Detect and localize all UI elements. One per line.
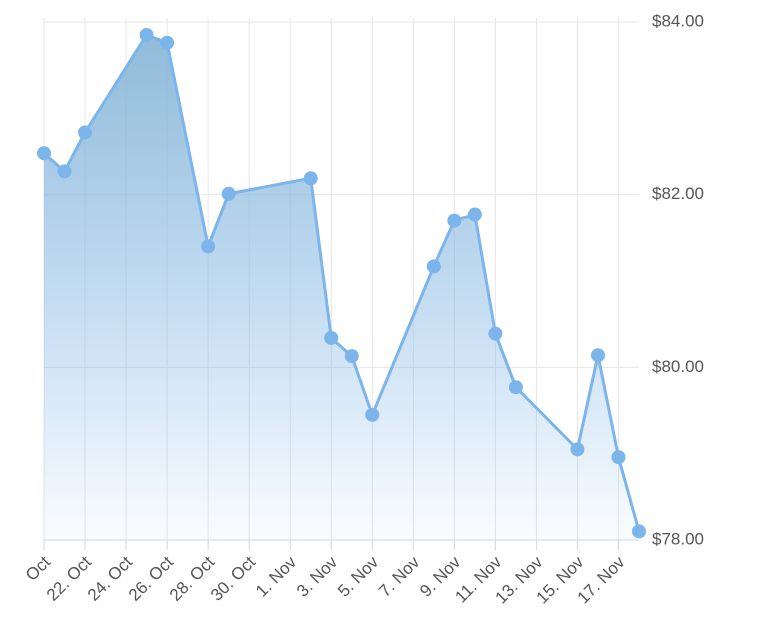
data-point xyxy=(508,380,523,395)
data-point xyxy=(570,442,585,457)
data-point xyxy=(160,35,175,50)
x-tick-label: 26. Oct xyxy=(125,552,177,604)
data-point xyxy=(447,213,462,228)
y-tick-label: $78.00 xyxy=(652,529,704,548)
data-point xyxy=(467,207,482,222)
data-point xyxy=(488,326,503,341)
data-point xyxy=(57,164,72,179)
x-tick-label: Oct xyxy=(22,552,54,584)
data-point xyxy=(632,524,646,539)
y-tick-label: $80.00 xyxy=(652,357,704,376)
y-tick-label: $82.00 xyxy=(652,184,704,203)
x-tick-label: 3. Nov xyxy=(293,552,342,601)
data-point xyxy=(37,146,51,161)
data-point xyxy=(344,349,359,364)
x-tick-label: 24. Oct xyxy=(84,552,136,604)
x-tick-label: 22. Oct xyxy=(43,552,95,604)
x-tick-label: 7. Nov xyxy=(375,552,424,601)
data-point xyxy=(78,125,93,140)
x-tick-label: 1. Nov xyxy=(252,552,301,601)
data-point xyxy=(303,171,318,186)
data-point xyxy=(590,348,605,363)
x-tick-label: 28. Oct xyxy=(166,552,218,604)
data-point xyxy=(611,450,626,465)
data-point xyxy=(426,259,441,274)
data-point xyxy=(139,27,154,42)
x-tick-label: 5. Nov xyxy=(334,552,383,601)
x-tick-label: 30. Oct xyxy=(207,552,259,604)
area-fill xyxy=(44,34,639,540)
data-point xyxy=(365,407,380,422)
data-point xyxy=(201,239,216,254)
y-tick-label: $84.00 xyxy=(652,11,704,30)
data-point xyxy=(324,330,339,345)
data-point xyxy=(221,186,236,201)
